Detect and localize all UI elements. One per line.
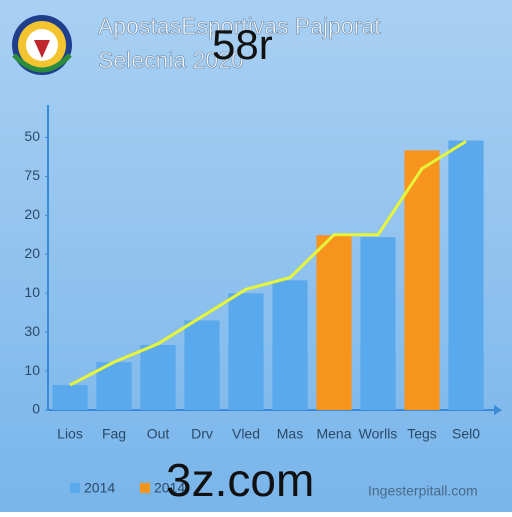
bar [448, 140, 484, 410]
y-tick-label: 50 [24, 128, 40, 144]
title: ApostasEsportivas Pajporat [98, 13, 381, 39]
x-tick-label: Mas [277, 426, 303, 442]
line [69, 140, 467, 387]
y-tick-label: 20 [24, 245, 40, 261]
y-tick-label: 0 [32, 401, 40, 417]
x-tick-label: Drv [191, 426, 213, 442]
bar [404, 150, 440, 410]
x-tick-label: Mena [316, 426, 351, 442]
legend-swatch [140, 483, 150, 493]
watermark: 3z.com [166, 454, 314, 506]
subtitle: Selecnia 2020 [98, 47, 244, 73]
bar [272, 280, 308, 410]
y-tick-label: 75 [24, 167, 40, 183]
bar [360, 237, 396, 410]
bar [228, 293, 264, 410]
x-tick-label: Sel0 [452, 426, 480, 442]
bar [316, 235, 352, 410]
overlay-text: 58r [212, 21, 273, 68]
x-tick-label: Out [147, 426, 170, 442]
y-tick-label: 30 [24, 323, 40, 339]
y-tick-label: 20 [24, 206, 40, 222]
x-tick-label: Worlls [359, 426, 398, 442]
bar [184, 320, 220, 410]
y-tick-label: 10 [24, 362, 40, 378]
bar [52, 385, 88, 410]
axis-arrow [494, 405, 502, 415]
bar [140, 344, 176, 410]
x-tick-label: Vled [232, 426, 260, 442]
legend-label: 2014 [84, 480, 115, 496]
y-tick-label: 10 [24, 284, 40, 300]
bar [96, 362, 132, 410]
x-tick-label: Tegs [407, 426, 437, 442]
site-label: Ingesterpitall.com [368, 483, 478, 499]
legend-swatch [70, 483, 80, 493]
plot: 0 10 30 10 20 20 75 50 Lios Fag Out Drv Vled Mas Mena W… [24, 128, 484, 442]
logo [12, 15, 72, 75]
x-tick-label: Lios [57, 426, 83, 442]
x-tick-label: Fag [102, 426, 126, 442]
legend-label: 2014 [154, 480, 185, 496]
